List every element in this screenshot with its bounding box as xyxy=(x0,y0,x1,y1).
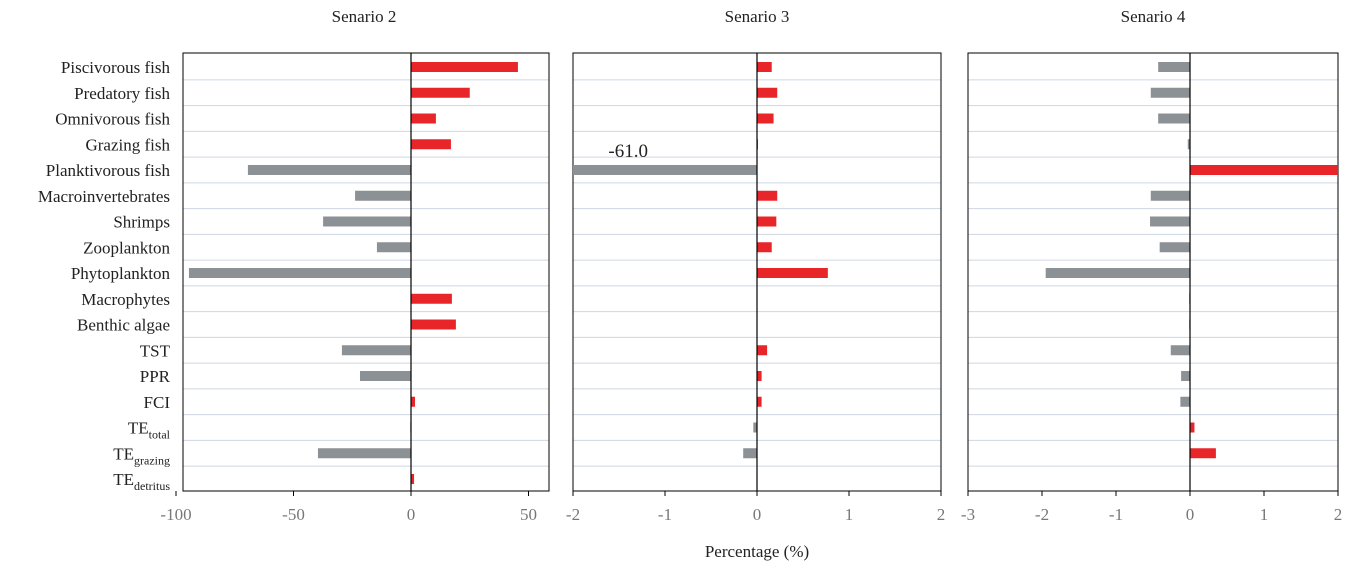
category-label: Macrophytes xyxy=(81,290,170,309)
category-label-main: TE xyxy=(128,419,149,438)
bar xyxy=(411,139,451,150)
bar xyxy=(757,62,772,72)
bar xyxy=(411,62,518,72)
x-tick-label: 0 xyxy=(1186,505,1195,524)
x-tick-label: -100 xyxy=(160,505,191,524)
x-axis-label: Percentage (%) xyxy=(705,542,809,561)
x-tick-label: -1 xyxy=(658,505,672,524)
bar xyxy=(1158,62,1190,72)
x-tick-label: 2 xyxy=(1334,505,1343,524)
category-label: Benthic algae xyxy=(77,316,170,335)
category-label: Omnivorous fish xyxy=(55,110,170,129)
bar xyxy=(573,165,757,175)
x-tick-label: 50 xyxy=(520,505,537,524)
x-tick-label: 0 xyxy=(407,505,416,524)
category-label: TEgrazing xyxy=(113,444,170,467)
bar xyxy=(317,448,411,459)
bar xyxy=(1190,165,1338,175)
category-label: Predatory fish xyxy=(74,84,170,103)
x-tick-label: -1 xyxy=(1109,505,1123,524)
category-label-main: TE xyxy=(113,470,134,489)
bar xyxy=(1180,396,1190,407)
bar xyxy=(411,319,456,330)
bar xyxy=(411,474,415,484)
bar xyxy=(743,448,757,459)
plot-frame xyxy=(967,52,1339,492)
category-label: FCI xyxy=(144,393,171,412)
category-label: TEdetritus xyxy=(113,470,170,493)
bar xyxy=(1150,216,1190,227)
category-label: TEtotal xyxy=(128,419,171,442)
bar xyxy=(411,113,436,124)
bar xyxy=(757,216,777,227)
bar xyxy=(1150,190,1190,201)
panel-title: Senario 4 xyxy=(1121,7,1186,26)
bar xyxy=(757,242,772,253)
bars xyxy=(188,62,518,484)
x-tick-label: -2 xyxy=(1035,505,1049,524)
bar xyxy=(757,190,778,201)
bar xyxy=(757,345,768,356)
x-tick-label: -50 xyxy=(282,505,305,524)
bar xyxy=(247,165,411,175)
bar xyxy=(1045,268,1190,278)
plot-frame xyxy=(182,52,550,492)
bar xyxy=(757,113,774,124)
bar xyxy=(376,242,411,253)
category-label-sub: grazing xyxy=(134,453,170,467)
x-tick-label: -2 xyxy=(566,505,580,524)
value-label: -61.0 xyxy=(608,141,648,162)
x-tick-label: 0 xyxy=(753,505,762,524)
bar xyxy=(757,268,828,278)
category-label: Grazing fish xyxy=(85,135,170,154)
bar xyxy=(341,345,411,356)
bar xyxy=(753,422,757,433)
category-label: Phytoplankton xyxy=(71,264,171,283)
panel-title: Senario 3 xyxy=(725,7,790,26)
bar xyxy=(355,190,411,201)
bar xyxy=(360,371,411,381)
category-label-main: TE xyxy=(113,444,134,463)
bar xyxy=(1159,242,1190,253)
x-tick-label: 1 xyxy=(1260,505,1269,524)
category-label: PPR xyxy=(140,367,171,386)
bar xyxy=(757,371,762,381)
x-tick-label: 1 xyxy=(845,505,854,524)
panel-title: Senario 2 xyxy=(332,7,397,26)
bar xyxy=(1190,422,1195,433)
category-label-sub: total xyxy=(149,428,171,442)
bar xyxy=(411,293,452,304)
bar xyxy=(411,396,415,407)
bar xyxy=(1187,139,1190,150)
category-label: Macroinvertebrates xyxy=(38,187,170,206)
category-label: Planktivorous fish xyxy=(46,161,171,180)
bar xyxy=(1150,87,1190,98)
bar xyxy=(411,87,470,98)
category-label-sub: detritus xyxy=(134,479,170,493)
bar xyxy=(188,268,411,278)
bar xyxy=(1190,448,1216,459)
bar xyxy=(757,87,778,98)
bars xyxy=(1045,62,1338,459)
bar xyxy=(1181,371,1190,381)
bar xyxy=(323,216,411,227)
bar xyxy=(1170,345,1190,356)
x-tick-label: 2 xyxy=(937,505,946,524)
category-label: Zooplankton xyxy=(83,238,170,257)
bar xyxy=(757,396,762,407)
bar xyxy=(1158,113,1190,124)
category-label: Shrimps xyxy=(113,213,170,232)
category-label: TST xyxy=(140,341,171,360)
x-tick-label: -3 xyxy=(961,505,975,524)
category-label: Piscivorous fish xyxy=(61,58,171,77)
